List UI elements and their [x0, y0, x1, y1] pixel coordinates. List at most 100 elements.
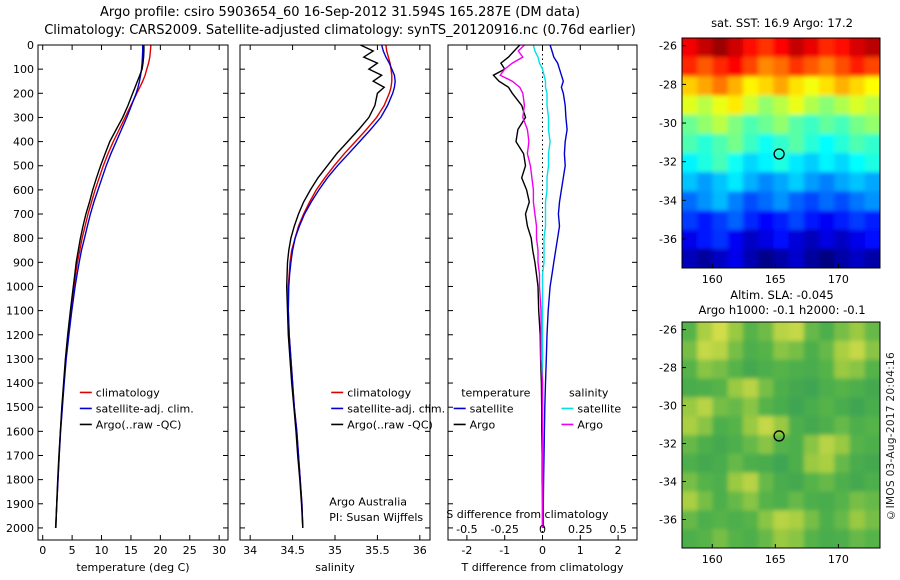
svg-text:600: 600 [13, 184, 34, 197]
svg-text:satellite: satellite [470, 402, 514, 415]
difference-profile-inner-axis-label: S difference from climatology [446, 508, 609, 521]
difference-profile-xlabel: T difference from climatology [461, 561, 624, 574]
plot-title-line2: Climatology: CARS2009. Satellite-adjuste… [44, 23, 636, 38]
difference-profile-line-temperature-argo [492, 44, 544, 528]
svg-text:1600: 1600 [6, 425, 34, 438]
svg-text:36: 36 [413, 544, 427, 557]
svg-text:-34: -34 [659, 476, 677, 489]
svg-text:Argo(..raw -QC): Argo(..raw -QC) [96, 418, 182, 431]
salinity-profile-panel: 34 34.5 35 35.5 36 salinity climatology satelli… [239, 44, 445, 574]
salinity-profile-line-climatology [287, 44, 393, 528]
svg-text:-26: -26 [659, 40, 677, 53]
svg-text:800: 800 [13, 232, 34, 245]
temperature-profile-line-satellite-adj-clim [54, 45, 144, 528]
sla-map-float-position-marker [773, 430, 785, 442]
sla-map-panel: 160 165 170 -26 -28 -30 -32 -34 -36 [659, 321, 881, 566]
svg-text:2000: 2000 [6, 522, 34, 535]
svg-text:100: 100 [13, 63, 34, 76]
svg-text:170: 170 [828, 273, 849, 286]
temperature-profile-line-argo-raw-qc [55, 45, 145, 528]
temperature-profile-panel: 0 5 10 15 20 25 300100200300400500600700800900… [6, 39, 229, 574]
svg-text:Argo: Argo [577, 418, 603, 431]
svg-text:10: 10 [95, 544, 109, 557]
temperature-profile-xlabel: temperature (deg C) [76, 561, 189, 574]
svg-text:1000: 1000 [6, 280, 34, 293]
svg-text:salinity: salinity [569, 386, 609, 399]
salinity-profile-line-satellite-adj-clim [287, 44, 396, 528]
svg-text:1200: 1200 [6, 329, 34, 342]
svg-text:0: 0 [539, 523, 546, 536]
svg-text:1300: 1300 [6, 353, 34, 366]
svg-text:160: 160 [702, 273, 723, 286]
svg-text:500: 500 [13, 160, 34, 173]
salinity-profile-xlabel: salinity [315, 561, 355, 574]
svg-text:400: 400 [13, 136, 34, 149]
svg-text:climatology: climatology [96, 386, 160, 399]
sst-map-float-position-marker [773, 148, 785, 160]
svg-text:1900: 1900 [6, 498, 34, 511]
svg-text:15: 15 [124, 544, 138, 557]
sla-map-title-line2: Argo h1000: -0.1 h2000: -0.1 [698, 303, 866, 317]
svg-text:-0.5: -0.5 [456, 523, 477, 536]
svg-text:5: 5 [69, 544, 76, 557]
svg-text:-34: -34 [659, 194, 677, 207]
svg-text:0: 0 [539, 544, 546, 557]
svg-text:-32: -32 [659, 438, 677, 451]
svg-text:35: 35 [328, 544, 342, 557]
plot-header: Argo profile: csiro 5903654_60 16-Sep-20… [0, 4, 680, 40]
svg-text:700: 700 [13, 208, 34, 221]
sla-map-title-line1: Altim. SLA: -0.045 [730, 288, 834, 302]
sst-map-frame [681, 37, 881, 269]
svg-text:1700: 1700 [6, 449, 34, 462]
svg-text:-36: -36 [659, 514, 677, 527]
svg-text:climatology: climatology [347, 386, 411, 399]
svg-text:satellite-adj. clim.: satellite-adj. clim. [96, 402, 194, 415]
difference-profile-panel: -2 -1 0 1 2 T difference from climatology S di… [446, 44, 638, 574]
svg-text:-2: -2 [461, 544, 472, 557]
sla-map-frame [681, 321, 881, 549]
svg-text:300: 300 [13, 111, 34, 124]
svg-text:-0.25: -0.25 [490, 523, 518, 536]
svg-text:25: 25 [183, 544, 197, 557]
svg-text:0.25: 0.25 [568, 523, 593, 536]
svg-text:165: 165 [765, 553, 786, 566]
svg-text:-1: -1 [499, 544, 510, 557]
svg-text:34.5: 34.5 [280, 544, 305, 557]
svg-text:-30: -30 [659, 400, 677, 413]
sst-map-title: sat. SST: 16.9 Argo: 17.2 [711, 16, 853, 30]
svg-text:-36: -36 [659, 233, 677, 246]
svg-text:1800: 1800 [6, 474, 34, 487]
svg-text:temperature: temperature [461, 386, 530, 399]
svg-text:200: 200 [13, 87, 34, 100]
svg-text:165: 165 [765, 273, 786, 286]
temperature-profile-frame [37, 44, 229, 541]
svg-text:170: 170 [828, 553, 849, 566]
plot-title-line1: Argo profile: csiro 5903654_60 16-Sep-20… [99, 5, 581, 20]
svg-text:20: 20 [153, 544, 167, 557]
svg-text:Argo: Argo [470, 418, 496, 431]
svg-text:34: 34 [243, 544, 257, 557]
svg-text:1500: 1500 [6, 401, 34, 414]
svg-text:-26: -26 [659, 324, 677, 337]
sst-map-panel: 160 165 170 -26 -28 -30 -32 -34 -36 [659, 37, 881, 286]
salinity-profile-frame [239, 44, 431, 541]
temperature-profile-line-climatology [54, 44, 152, 528]
difference-profile-line-salinity-argo [499, 44, 544, 528]
copyright-watermark: ©IMOS 03-Aug-2017 20:04:16 [885, 352, 897, 521]
svg-text:30: 30 [212, 544, 226, 557]
svg-text:-30: -30 [659, 117, 677, 130]
svg-text:1100: 1100 [6, 305, 34, 318]
salinity-profile-annotation: PI: Susan Wijffels [329, 511, 423, 524]
svg-text:-28: -28 [659, 362, 677, 375]
svg-text:satellite-adj. clim.: satellite-adj. clim. [347, 402, 445, 415]
svg-text:35.5: 35.5 [365, 544, 390, 557]
svg-text:0: 0 [39, 544, 46, 557]
svg-text:Argo(..raw -QC): Argo(..raw -QC) [347, 418, 433, 431]
svg-text:1400: 1400 [6, 377, 34, 390]
svg-text:2: 2 [615, 544, 622, 557]
svg-text:1: 1 [577, 544, 584, 557]
difference-profile-line-temperature-satellite [542, 44, 568, 528]
svg-text:satellite: satellite [577, 402, 621, 415]
salinity-profile-annotation: Argo Australia [329, 495, 407, 508]
